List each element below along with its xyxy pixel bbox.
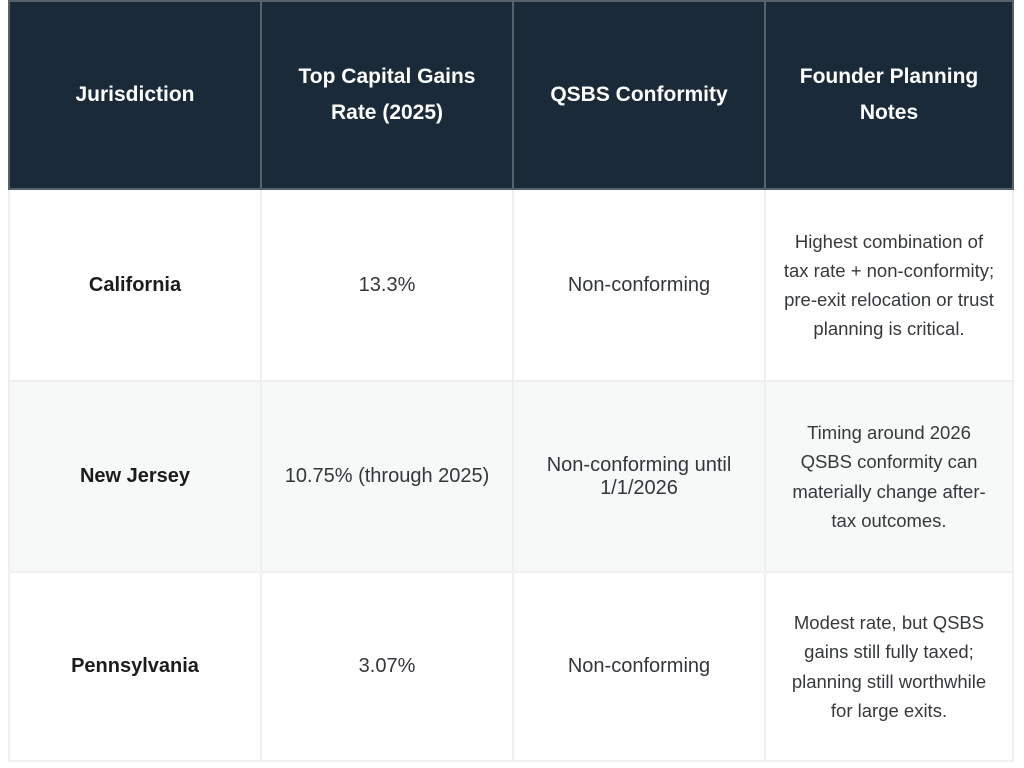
table-row-new-jersey: New Jersey 10.75% (through 2025) Non-con… — [8, 380, 1014, 573]
table-body: California 13.3% Non-conforming Highest … — [8, 188, 1014, 762]
table-header: Jurisdiction Top Capital Gains Rate (202… — [8, 0, 1014, 190]
column-header-top-capital-gains-rate: Top Capital Gains Rate (2025) — [260, 0, 514, 190]
jurisdiction-comparison-table: Jurisdiction Top Capital Gains Rate (202… — [8, 0, 1014, 762]
column-header-qsbs-conformity: QSBS Conformity — [512, 0, 766, 190]
cell-jurisdiction: California — [8, 188, 262, 382]
cell-notes: Highest combination of tax rate + non-co… — [764, 188, 1014, 382]
cell-conformity: Non-conforming — [512, 188, 766, 382]
header-row: Jurisdiction Top Capital Gains Rate (202… — [8, 0, 1014, 190]
cell-rate: 13.3% — [260, 188, 514, 382]
cell-jurisdiction: New Jersey — [8, 380, 262, 573]
column-header-jurisdiction: Jurisdiction — [8, 0, 262, 190]
cell-rate: 3.07% — [260, 571, 514, 762]
cell-conformity: Non-conforming until 1/1/2026 — [512, 380, 766, 573]
cell-rate: 10.75% (through 2025) — [260, 380, 514, 573]
cell-notes: Timing around 2026 QSBS conformity can m… — [764, 380, 1014, 573]
column-header-founder-planning-notes: Founder Planning Notes — [764, 0, 1014, 190]
cell-conformity: Non-conforming — [512, 571, 766, 762]
cell-jurisdiction: Pennsylvania — [8, 571, 262, 762]
table-row-california: California 13.3% Non-conforming Highest … — [8, 188, 1014, 382]
table-row-pennsylvania: Pennsylvania 3.07% Non-conforming Modest… — [8, 571, 1014, 762]
cell-notes: Modest rate, but QSBS gains still fully … — [764, 571, 1014, 762]
